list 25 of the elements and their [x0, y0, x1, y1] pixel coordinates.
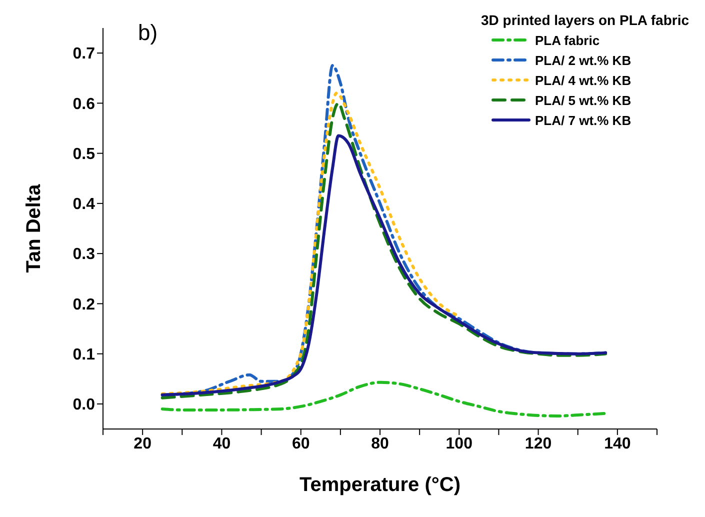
line-series — [160, 380, 608, 418]
legend-label: PLA fabric — [535, 32, 600, 48]
annotation: b) — [138, 20, 158, 46]
y-tick-label: 0.3 — [72, 246, 96, 264]
x-tick-label: 20 — [134, 435, 152, 452]
y-tick-label: 0.7 — [72, 46, 96, 63]
y-tick-label: 0.5 — [72, 146, 96, 163]
legend-label: PLA/ 5 wt.% KB — [535, 92, 632, 108]
x-tick-label: 120 — [524, 435, 552, 452]
x-tick-label: 80 — [371, 435, 389, 452]
y-tick-label: 0.2 — [72, 296, 96, 314]
legend-label: PLA/ 2 wt.% KB — [535, 52, 632, 68]
x-tick-label: 100 — [446, 435, 473, 452]
legend-label: PLA/ 7 wt.% KB — [535, 112, 632, 128]
x-tick-label: 40 — [212, 435, 231, 452]
x-tick-label: 60 — [292, 435, 310, 452]
legend-label: PLA/ 4 wt.% KB — [535, 72, 632, 88]
y-tick-label: 0.0 — [72, 396, 96, 414]
y-tick-label: 0.4 — [72, 196, 96, 214]
y-tick-label: 0.1 — [72, 346, 96, 364]
x-axis-title: Temperature (°C) — [300, 474, 460, 496]
y-axis-title: Tan Delta — [23, 183, 46, 273]
legend-title: 3D printed layers on PLA fabric — [481, 12, 689, 28]
y-tick-label: 0.6 — [72, 96, 96, 113]
x-tick-label: 140 — [604, 435, 631, 452]
